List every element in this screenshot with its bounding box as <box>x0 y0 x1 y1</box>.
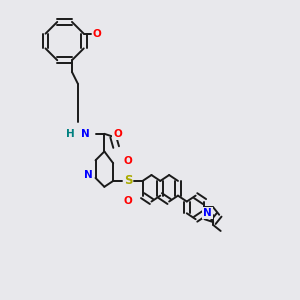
Text: S: S <box>124 174 132 188</box>
Text: O: O <box>113 129 122 139</box>
Text: O: O <box>124 156 132 166</box>
Text: N: N <box>81 129 90 139</box>
Text: H: H <box>66 129 75 139</box>
Text: N: N <box>84 170 93 180</box>
Text: N: N <box>203 208 212 218</box>
Text: O: O <box>124 196 132 206</box>
Text: O: O <box>93 29 101 39</box>
